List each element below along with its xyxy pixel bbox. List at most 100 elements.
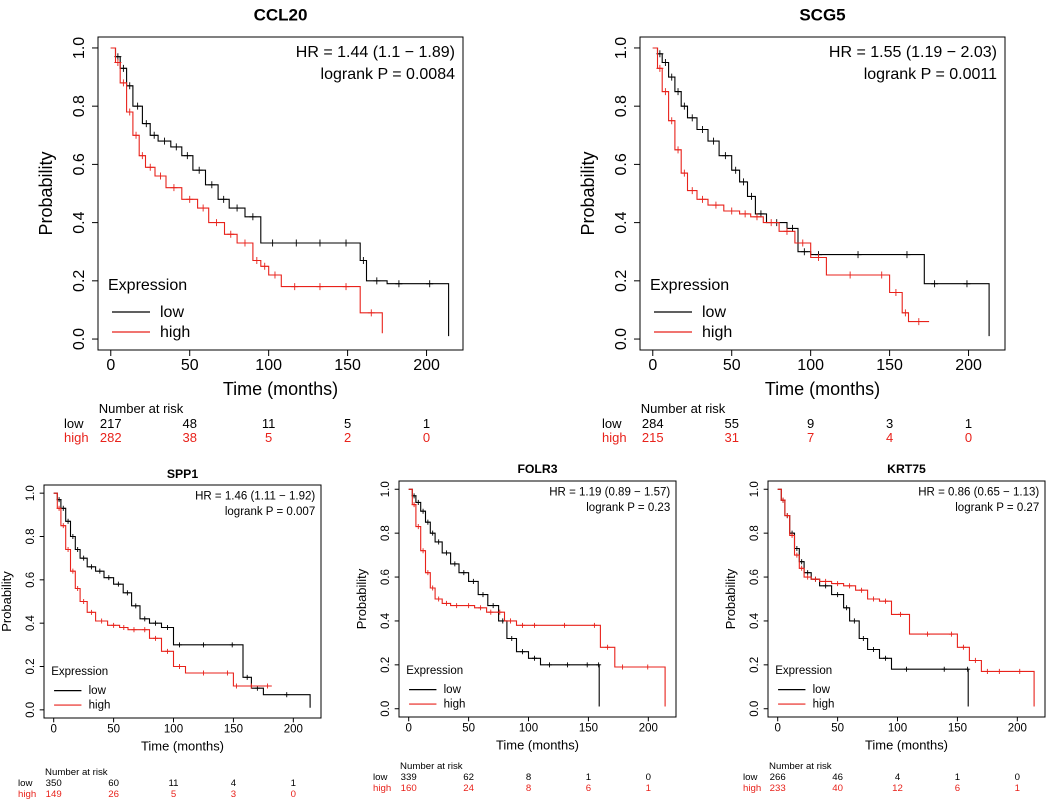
x-tick-label: 100 bbox=[797, 357, 824, 374]
censor-mark-low bbox=[176, 642, 183, 648]
censor-mark-low bbox=[153, 620, 159, 626]
x-tick-label: 100 bbox=[164, 723, 183, 735]
risk-count-high: 1 bbox=[1015, 783, 1020, 794]
censor-mark-high bbox=[253, 256, 261, 264]
censor-mark-low bbox=[165, 624, 171, 631]
risk-count-low: 1 bbox=[955, 772, 960, 783]
censor-mark-low bbox=[596, 662, 602, 668]
legend-title: Expression bbox=[775, 665, 832, 677]
risk-count-high: 2 bbox=[344, 430, 351, 445]
censor-mark-low bbox=[88, 564, 94, 570]
censor-mark-high bbox=[815, 254, 823, 262]
x-tick-label: 100 bbox=[888, 722, 907, 734]
censor-mark-low bbox=[426, 280, 434, 288]
x-axis-label: Time (months) bbox=[223, 379, 338, 399]
censor-mark-low bbox=[65, 518, 71, 524]
censor-mark-high bbox=[799, 239, 807, 247]
censor-mark-high bbox=[176, 663, 183, 670]
censor-mark-high bbox=[443, 600, 449, 606]
censor-mark-high bbox=[924, 631, 930, 637]
censor-mark-high bbox=[767, 219, 775, 227]
legend-title: Expression bbox=[406, 665, 463, 677]
censor-mark-low bbox=[249, 213, 257, 221]
censor-mark-low bbox=[200, 642, 206, 648]
censor-mark-low bbox=[564, 662, 570, 668]
censor-mark-low bbox=[661, 59, 669, 67]
risk-count-high: 6 bbox=[955, 783, 960, 794]
km-panel-krt75: KRT75 0 50 100 150 200 Time (months) 0.0 0.2 0.4 0… bbox=[723, 462, 1046, 794]
risk-count-low: 55 bbox=[724, 416, 738, 431]
y-tick-label: 0.4 bbox=[749, 612, 761, 629]
censor-mark-high bbox=[170, 184, 178, 192]
risk-count-high: 4 bbox=[886, 430, 893, 445]
risk-row-label-high: high bbox=[373, 783, 391, 794]
y-tick-label: 0.8 bbox=[71, 95, 88, 117]
risk-row-label-high: high bbox=[64, 430, 89, 445]
censor-mark-low bbox=[721, 152, 729, 160]
censor-mark-low bbox=[965, 666, 971, 672]
censor-mark-high bbox=[488, 609, 494, 615]
censor-mark-low bbox=[316, 239, 324, 247]
chart-title: FOLR3 bbox=[517, 462, 557, 476]
censor-mark-low bbox=[70, 533, 76, 540]
censor-mark-low bbox=[851, 618, 857, 624]
censor-mark-low bbox=[452, 561, 458, 567]
censor-mark-high bbox=[60, 523, 66, 529]
y-axis-label: Probability bbox=[723, 568, 738, 629]
censor-mark-low bbox=[844, 605, 850, 611]
y-tick-label: 1.0 bbox=[749, 481, 761, 497]
risk-row-label-low: low bbox=[18, 778, 32, 789]
risk-count-low: 48 bbox=[182, 416, 196, 431]
censor-mark-high bbox=[699, 195, 707, 203]
censor-mark-low bbox=[860, 635, 866, 642]
risk-count-low: 9 bbox=[807, 416, 814, 431]
legend-label-high: high bbox=[813, 699, 835, 711]
y-tick-label: 0.4 bbox=[380, 612, 392, 629]
censor-mark-high bbox=[871, 596, 877, 602]
censor-mark-high bbox=[508, 618, 514, 624]
censor-mark-high bbox=[111, 622, 117, 628]
censor-mark-high bbox=[741, 210, 749, 218]
censor-mark-high bbox=[265, 683, 271, 689]
censor-mark-high bbox=[799, 565, 805, 571]
x-tick-label: 50 bbox=[831, 722, 844, 734]
censor-mark-low bbox=[133, 603, 139, 609]
censor-mark-low bbox=[531, 655, 538, 661]
hazard-ratio: HR = 1.44 (1.1 − 1.89) bbox=[296, 44, 455, 61]
censor-mark-high bbox=[316, 283, 324, 291]
y-tick-label: 0.6 bbox=[380, 569, 392, 585]
hazard-ratio: HR = 1.46 (1.11 − 1.92) bbox=[195, 490, 315, 502]
censor-mark-low bbox=[373, 277, 381, 285]
censor-mark-high bbox=[138, 152, 146, 160]
censor-mark-low bbox=[142, 120, 150, 128]
censor-mark-low bbox=[160, 137, 168, 145]
censor-mark-low bbox=[740, 178, 748, 186]
censor-mark-high bbox=[165, 648, 171, 654]
hazard-ratio: HR = 0.86 (0.65 − 1.13) bbox=[918, 486, 1039, 498]
legend-label-high: high bbox=[89, 700, 111, 712]
censor-mark-low bbox=[680, 102, 688, 110]
censor-mark-high bbox=[70, 568, 76, 574]
risk-count-high: 3 bbox=[231, 789, 236, 800]
y-tick-label: 0.0 bbox=[25, 702, 37, 718]
logrank-p: logrank P = 0.007 bbox=[225, 506, 315, 518]
risk-count-high: 233 bbox=[770, 783, 786, 794]
censor-mark-low bbox=[520, 649, 526, 655]
censor-mark-high bbox=[224, 670, 230, 676]
censor-mark-high bbox=[233, 683, 239, 689]
censor-mark-high bbox=[780, 497, 786, 503]
censor-mark-low bbox=[106, 575, 112, 581]
x-tick-label: 50 bbox=[723, 357, 741, 374]
censor-mark-high bbox=[878, 271, 886, 279]
risk-row-label-low: low bbox=[64, 416, 84, 431]
censor-mark-high bbox=[261, 262, 269, 270]
risk-count-high: 7 bbox=[807, 430, 814, 445]
logrank-p: logrank P = 0.0084 bbox=[321, 66, 456, 83]
y-tick-label: 1.0 bbox=[25, 485, 37, 501]
x-tick-label: 150 bbox=[876, 357, 903, 374]
censor-mark-low bbox=[395, 280, 403, 288]
censor-mark-high bbox=[430, 585, 436, 591]
censor-mark-high bbox=[420, 548, 426, 554]
x-tick-label: 50 bbox=[107, 723, 120, 735]
